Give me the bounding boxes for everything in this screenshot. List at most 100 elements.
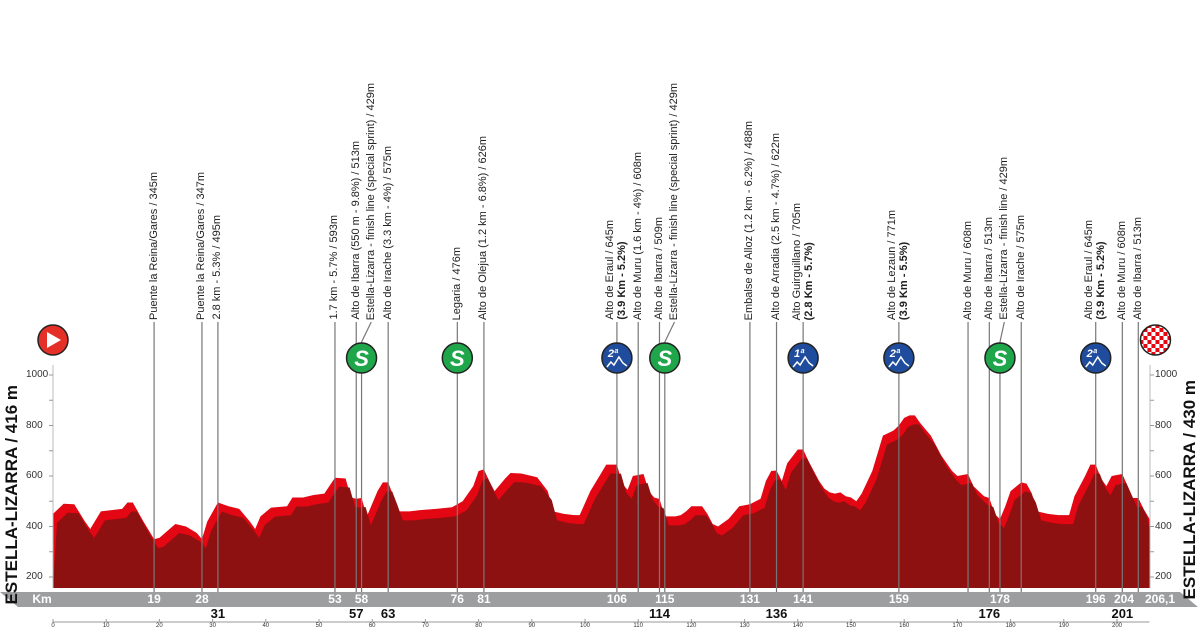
x-tick-label: 40 [262, 623, 270, 629]
marker-name: Alto de Ibarra / 513m [1131, 217, 1144, 320]
marker-name: Alto de Muru / 608m [1115, 220, 1128, 320]
marker-name: 1.7 km - 5.7% / 593m [328, 215, 341, 320]
marker-label: Alto de Ibarra (550 m - 9.8%) / 513m [350, 141, 363, 320]
checker-cell [1143, 328, 1148, 332]
marker-name: Alto de Eraul / 645m [604, 220, 617, 320]
marker-name: Alto de Muru / 608m [961, 220, 974, 320]
climb-circle [1079, 342, 1112, 374]
x-tick-label: 80 [475, 623, 482, 629]
marker-label: Alto de Ibarra / 513m [1132, 217, 1145, 320]
marker-label: Puente la Reina/Gares / 345m [148, 172, 161, 320]
sprint-icon: S [345, 342, 378, 374]
marker-label: Alto de Olejua (1.2 km - 6.8%) / 626m [477, 136, 490, 320]
marker-name: Alto de Muru (1.6 km - 4%) / 608m [631, 151, 644, 320]
marker-connector [664, 321, 676, 343]
km-top-label: 28 [195, 592, 209, 606]
marker-label: Alto de Irache (3.3 km - 4%) / 575m [382, 146, 395, 320]
mountain-glyph [888, 355, 910, 368]
x-tick-label: 140 [792, 623, 803, 629]
sprint-icon: S [649, 342, 681, 374]
marker-label: Alto de Muru (1.6 km - 4%) / 608m [632, 152, 645, 320]
x-tick-label: 120 [686, 623, 697, 629]
marker-label: Legaria / 476m [451, 247, 464, 320]
marker-label: Alto de Irache / 575m [1015, 215, 1028, 320]
profile-body-area [53, 424, 1150, 588]
x-tick-label: 180 [1005, 623, 1016, 629]
climb-category: 2ª [607, 348, 619, 360]
checker-cell [1155, 332, 1160, 336]
y-tick-label: 800 [26, 419, 43, 431]
km-top-label: 141 [793, 592, 814, 606]
checker-cell [1163, 348, 1168, 352]
checker-cell [1140, 325, 1144, 328]
km-bottom-label: 57 [349, 606, 364, 621]
checker-cell [1151, 344, 1156, 348]
km-top-label: 53 [328, 592, 342, 606]
mountain-category-icon: 2ª [601, 342, 633, 374]
mountain-category-icon: 2ª [883, 342, 915, 374]
km-top-label: 106 [606, 592, 627, 606]
marker-label: Estella-Lizarra - finish line (special s… [668, 83, 681, 320]
x-tick-label: 150 [845, 623, 857, 629]
y-tick-label: 1000 [26, 369, 49, 380]
marker-label: Estella-Lizarra - finish line / 429m [998, 157, 1011, 320]
marker-label: 1.7 km - 5.7% / 593m [328, 215, 341, 320]
checker-pattern [1140, 325, 1171, 355]
climb-stats: (2.8 Km - 5.7%) [802, 241, 815, 320]
marker-name: Alto de Ibarra / 513m [982, 217, 995, 320]
km-top-label: 131 [739, 592, 760, 606]
y-tick-label: 1000 [1155, 369, 1178, 380]
sprint-icon: S [984, 342, 1016, 374]
marker-label: Embalse de Alloz (1.2 km - 6.2%) / 488m [743, 121, 756, 320]
x-tick-label: 130 [739, 623, 750, 629]
marker-name: Embalse de Alloz (1.2 km - 6.2%) / 488m [743, 120, 756, 320]
checker-cell [1167, 336, 1171, 340]
climb-category: 2ª [889, 348, 901, 360]
climb-category: 1ª [794, 348, 805, 360]
marker-connector [999, 321, 1005, 343]
checker-cell [1163, 332, 1168, 336]
marker-name: Alto de Lezaun / 771m [886, 209, 899, 320]
marker-name: Estella-Lizarra - finish line (special s… [364, 82, 377, 320]
y-tick-label: 400 [26, 520, 43, 532]
marker-label: Alto de Muru / 608m [1116, 221, 1129, 320]
marker-name: Puente la Reina/Gares / 347m [195, 172, 208, 320]
mountain-glyph [1085, 355, 1107, 368]
x-tick-label: 50 [315, 623, 323, 629]
marker-name: Alto de Irache (3.3 km - 4%) / 575m [381, 146, 394, 320]
x-tick-label: 160 [899, 623, 910, 629]
x-tick-label: 60 [368, 623, 376, 629]
climb-stats: (3.9 Km - 5.5%) [898, 241, 911, 320]
km-bottom-label: 31 [210, 606, 226, 621]
km-label: Km [32, 592, 52, 606]
play-triangle [47, 332, 61, 348]
y-tick-label: 600 [26, 470, 43, 481]
km-top-label: 81 [477, 592, 491, 606]
marker-label: Alto de Arradia (2.5 km - 4.7%) / 622m [770, 133, 783, 320]
sprint-letter: S [657, 346, 672, 371]
climb-category: 2ª [1086, 348, 1098, 360]
finish-flag-icon [1139, 324, 1172, 356]
mountain-category-icon: 1ª [787, 342, 819, 374]
checker-cell [1147, 340, 1152, 344]
marker-name: Alto de Arradia (2.5 km - 4.7%) / 622m [770, 132, 783, 320]
finish-outline [1139, 324, 1172, 356]
x-tick-label: 30 [209, 623, 216, 629]
km-bottom-label: 176 [978, 606, 1001, 621]
km-bottom-label: 201 [1111, 606, 1134, 621]
km-top-label: 196 [1085, 592, 1106, 606]
marker-name: Legaria / 476m [450, 246, 463, 320]
checker-cell [1143, 336, 1148, 340]
marker-label: Alto de Ibarra / 509m [653, 217, 666, 320]
y-tick-label: 600 [1155, 470, 1172, 481]
marker-name: Alto de Ibarra / 509m [652, 217, 665, 320]
checker-cell [1163, 340, 1168, 344]
km-top-label: 159 [888, 592, 909, 606]
marker-label: Alto de Ibarra / 513m [983, 217, 996, 320]
sprint-letter: S [354, 346, 369, 371]
checker-cell [1159, 336, 1164, 340]
x-tick-label: 200 [1111, 623, 1123, 629]
checker-cell [1159, 344, 1164, 348]
mountain-category-icon: 2ª [1079, 342, 1112, 374]
x-tick-label: 100 [579, 623, 591, 629]
